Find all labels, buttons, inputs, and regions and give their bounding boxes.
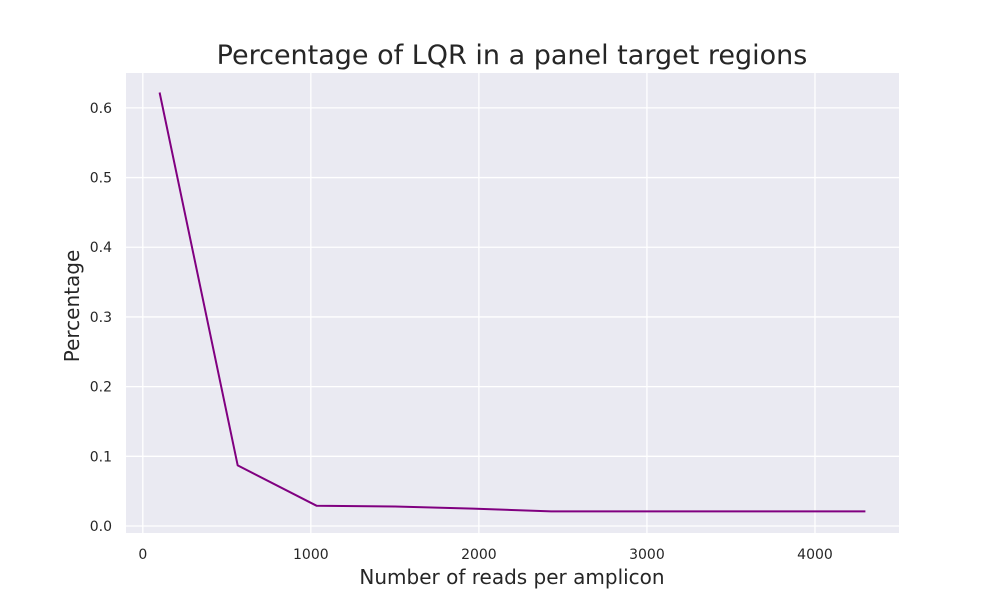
grid-lines (126, 73, 899, 533)
y-tick-label: 0.3 (90, 310, 112, 326)
y-tick-label: 0.5 (90, 171, 112, 187)
chart-title: Percentage of LQR in a panel target regi… (217, 40, 808, 71)
y-tick-label: 0.4 (90, 240, 112, 256)
y-tick-label: 0.0 (90, 519, 112, 535)
y-tick-label: 0.2 (90, 380, 112, 396)
x-axis-label: Number of reads per amplicon (359, 565, 664, 589)
x-tick-label: 2000 (461, 547, 497, 563)
y-tick-label: 0.1 (90, 449, 112, 465)
tick-labels: 0 1000 2000 3000 4000 0.0 0.1 0.2 0.3 0.4 0.5 0.6 (90, 101, 833, 563)
x-tick-label: 4000 (797, 547, 833, 563)
x-tick-label: 3000 (629, 547, 665, 563)
y-tick-label: 0.6 (90, 101, 112, 117)
x-tick-label: 1000 (293, 547, 329, 563)
series-line (158, 92, 866, 513)
y-axis-label: Percentage (60, 250, 84, 363)
series-layer (158, 92, 866, 513)
plot-area (126, 73, 899, 533)
x-tick-label: 0 (138, 547, 147, 563)
